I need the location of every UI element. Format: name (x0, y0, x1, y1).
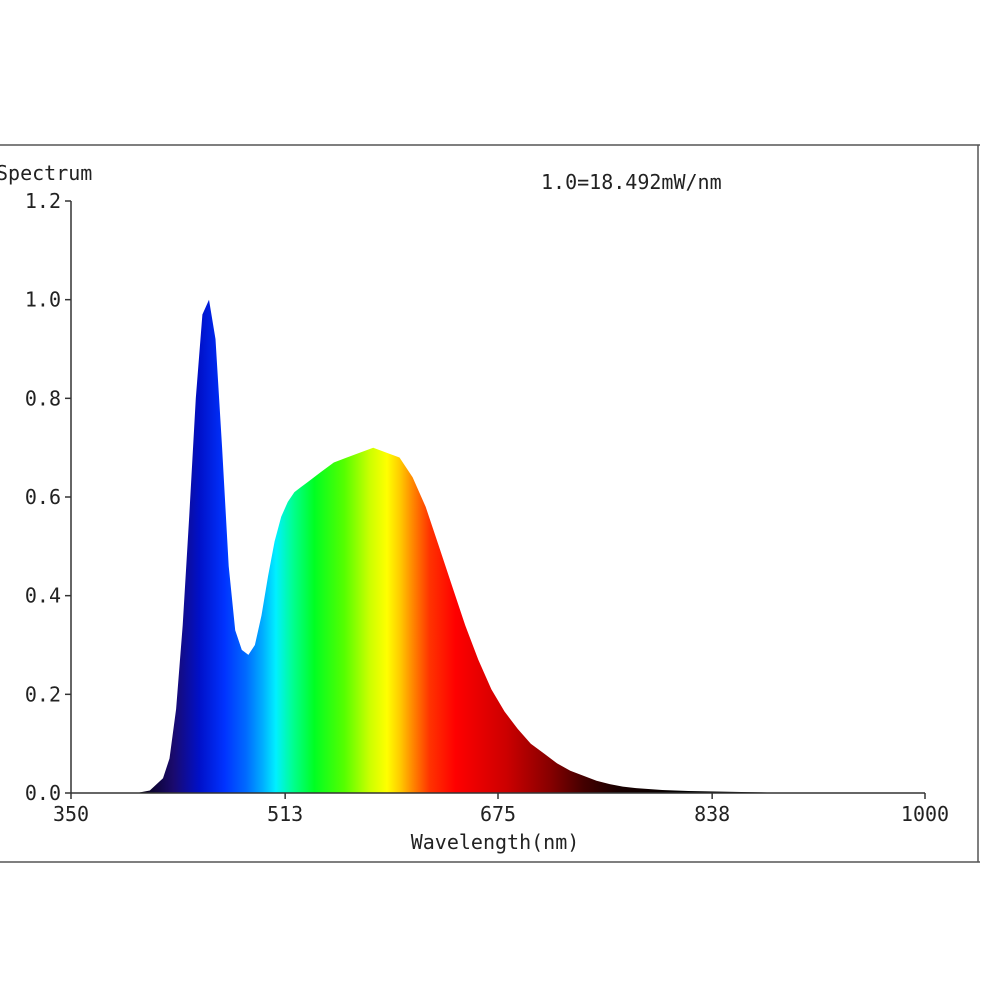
y-axis-title: Spectrum (0, 161, 92, 185)
y-tick-label: 0.0 (25, 781, 61, 805)
x-tick-label: 350 (53, 802, 89, 826)
spectrum-area (71, 299, 925, 793)
y-tick-label: 0.6 (25, 485, 61, 509)
y-tick-label: 0.2 (25, 682, 61, 706)
x-tick-label: 675 (480, 802, 516, 826)
x-axis-title: Wavelength(nm) (411, 830, 580, 854)
y-axis-ticks: 0.0 0.2 0.4 0.6 0.8 1.0 1.2 (25, 189, 71, 805)
y-tick-label: 1.0 (25, 288, 61, 312)
y-tick-label: 1.2 (25, 189, 61, 213)
x-tick-label: 513 (267, 802, 303, 826)
scale-annotation: 1.0=18.492mW/nm (541, 170, 722, 194)
x-axis-ticks: 350 513 675 838 1000 (53, 793, 949, 826)
y-tick-label: 0.8 (25, 386, 61, 410)
y-tick-label: 0.4 (25, 584, 61, 608)
x-tick-label: 838 (694, 802, 730, 826)
x-tick-label: 1000 (901, 802, 949, 826)
